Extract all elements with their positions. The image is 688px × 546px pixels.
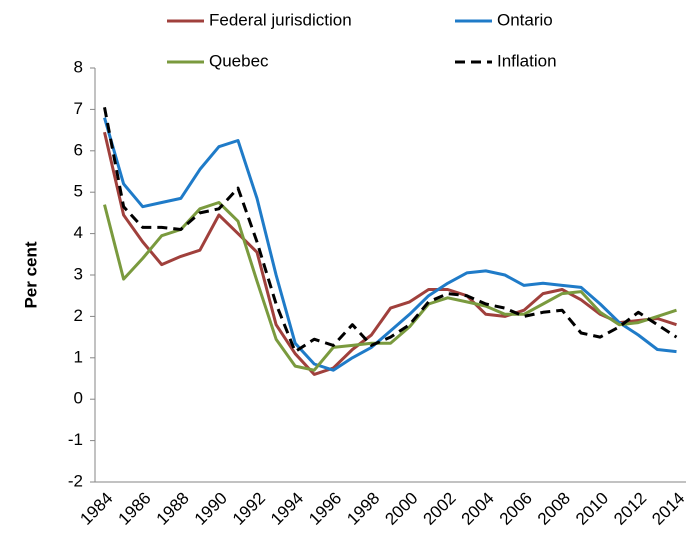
x-tick-label: 1996: [305, 489, 345, 529]
x-tick-label: 2006: [496, 489, 536, 529]
x-tick-label: 1986: [114, 489, 154, 529]
legend-label: Inflation: [497, 51, 557, 70]
x-tick-label: 2002: [420, 489, 460, 529]
legend-label: Ontario: [497, 10, 553, 29]
y-tick-label: 5: [74, 182, 83, 201]
line-series: [103, 131, 677, 376]
x-tick-label: 1992: [229, 489, 269, 529]
y-axis-label: Per cent: [21, 241, 40, 308]
x-tick-label: 2014: [648, 489, 688, 529]
x-tick-label: 1988: [153, 489, 193, 529]
y-tick-label: 1: [74, 347, 83, 366]
line-series: [103, 107, 678, 354]
x-tick-label: 2000: [381, 489, 421, 529]
legend-label: Quebec: [209, 51, 269, 70]
y-tick-label: 3: [74, 264, 83, 283]
x-tick-label: 1994: [267, 489, 307, 529]
legend-label: Federal jurisdiction: [209, 10, 352, 29]
x-tick-label: 2010: [572, 489, 612, 529]
y-tick-label: 2: [74, 306, 83, 325]
line-series: [103, 117, 677, 372]
x-tick-label: 1984: [76, 489, 116, 529]
y-tick-label: -2: [68, 471, 83, 490]
x-tick-label: 2004: [458, 489, 498, 529]
y-tick-label: 0: [74, 389, 83, 408]
x-tick-label: 2008: [534, 489, 574, 529]
y-tick-label: 6: [74, 140, 83, 159]
x-tick-label: 1998: [343, 489, 383, 529]
x-tick-label: 1990: [191, 489, 231, 529]
y-tick-label: 4: [74, 223, 83, 242]
y-tick-label: 8: [74, 57, 83, 76]
line-series: [103, 201, 677, 372]
y-tick-label: 7: [74, 99, 83, 118]
x-tick-label: 2012: [610, 489, 650, 529]
y-tick-label: -1: [68, 430, 83, 449]
